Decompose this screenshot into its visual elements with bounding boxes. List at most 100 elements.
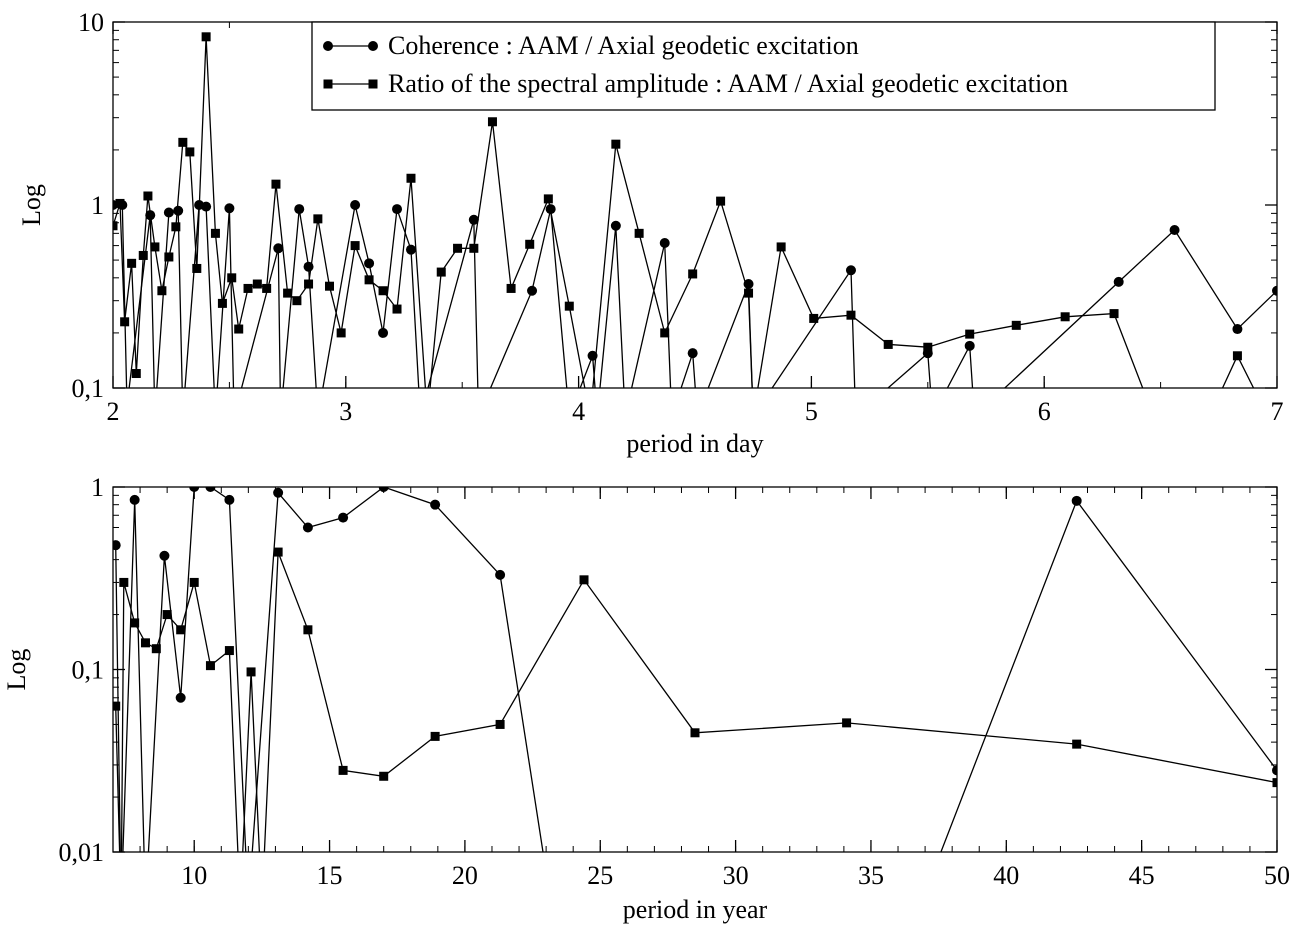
y-tick-label: 10 (78, 8, 104, 37)
data-point-square (273, 547, 283, 557)
data-point-circle (659, 237, 670, 248)
data-point-square (809, 313, 819, 323)
data-point-square (430, 731, 440, 741)
y-minor-ticks (113, 494, 1277, 798)
y-axis-title: Log (17, 184, 46, 226)
data-point-square (227, 273, 237, 283)
data-point-square (469, 243, 479, 253)
data-point-circle (294, 204, 305, 215)
x-tick-label: 5 (805, 397, 818, 426)
data-point-square (131, 369, 141, 379)
data-point-square (252, 279, 262, 289)
series-coherence (113, 487, 1277, 852)
legend-entry: Ratio of the spectral amplitude : AAM / … (323, 69, 1068, 98)
data-point-square (392, 304, 402, 314)
data-point-square (690, 728, 700, 738)
x-tick-label: 25 (587, 861, 613, 890)
data-point-circle (1113, 276, 1124, 287)
data-point-square (634, 228, 644, 238)
data-point-square (313, 214, 323, 224)
data-point-circle (224, 203, 235, 214)
data-point-square (364, 275, 374, 285)
data-point-square (201, 32, 211, 42)
data-point-square (842, 718, 852, 728)
legend-marker (368, 41, 378, 51)
data-point-square (487, 117, 497, 127)
data-point-square (171, 222, 181, 232)
data-point-circle (1232, 324, 1243, 335)
data-point-square (162, 610, 172, 620)
plot-area (113, 32, 1277, 388)
series-spectral-ratio (113, 32, 1255, 388)
data-point-square (543, 194, 553, 204)
data-point-square (579, 575, 589, 585)
data-point-square (688, 269, 698, 279)
data-point-square (611, 139, 621, 149)
data-point-square (350, 241, 360, 251)
y-tick-label: 1 (91, 191, 104, 220)
data-point-square (210, 228, 220, 238)
data-point-circle (1272, 765, 1277, 776)
data-point-square (224, 646, 234, 656)
data-point-square (660, 328, 670, 338)
data-point-square (178, 137, 188, 147)
data-point-square (127, 258, 137, 268)
data-point-square (292, 296, 302, 306)
data-point-square (379, 771, 389, 781)
data-point-square (150, 242, 160, 252)
data-point-square (138, 250, 148, 260)
data-point-circle (468, 214, 479, 225)
x-tick-label: 7 (1271, 397, 1284, 426)
data-point-square (923, 342, 933, 352)
data-point-square (243, 283, 253, 293)
data-point-square (378, 286, 388, 296)
data-point-square (113, 221, 118, 231)
data-point-circle (201, 201, 212, 212)
data-point-square (406, 173, 416, 183)
data-point-circle (224, 494, 235, 505)
data-point-square (192, 263, 202, 273)
x-tick-label: 35 (858, 861, 884, 890)
data-point-circle (129, 494, 140, 505)
data-point-square (303, 625, 313, 635)
legend-marker (323, 79, 333, 89)
data-point-square (176, 625, 186, 635)
data-point-square (217, 298, 227, 308)
data-point-circle (405, 244, 416, 255)
data-point-square (1109, 309, 1119, 319)
data-point-circle (205, 487, 216, 492)
series-coherence (113, 200, 1277, 388)
data-point-square (495, 719, 505, 729)
legend: Coherence : AAM / Axial geodetic excitat… (311, 21, 1216, 111)
y-tick-label: 1 (91, 473, 104, 502)
x-axis-title: period in year (623, 895, 768, 924)
data-point-circle (159, 550, 170, 561)
x-axis: 10 15 20 25 30 35 40 45 50 (181, 487, 1290, 890)
legend-entry: Coherence : AAM / Axial geodetic excitat… (323, 31, 859, 60)
y-tick-label: 0,1 (72, 656, 105, 685)
y-axis: 0,01 0,1 1 (59, 473, 1277, 867)
data-point-square (883, 339, 893, 349)
chart-panel-2: 10 15 20 25 30 35 40 45 50 0,01 0,1 1 period in year… (2, 473, 1290, 924)
series-line (113, 36, 1255, 388)
data-point-square (1060, 312, 1070, 322)
data-point-circle (1071, 495, 1082, 506)
x-tick-label: 40 (993, 861, 1019, 890)
data-point-square (246, 667, 256, 677)
data-point-circle (273, 243, 284, 254)
x-tick-label: 10 (181, 861, 207, 890)
x-tick-label: 6 (1038, 397, 1051, 426)
data-point-square (205, 661, 215, 671)
data-point-square (143, 191, 153, 201)
data-point-square (1072, 739, 1082, 749)
data-point-square (716, 196, 726, 206)
data-point-square (846, 310, 856, 320)
data-point-square (115, 198, 125, 208)
series-line (113, 204, 1277, 388)
series-spectral-ratio (113, 547, 1277, 852)
data-point-square (304, 279, 314, 289)
data-point-circle (175, 692, 186, 703)
x-tick-label: 4 (572, 397, 585, 426)
data-point-square (776, 242, 786, 252)
